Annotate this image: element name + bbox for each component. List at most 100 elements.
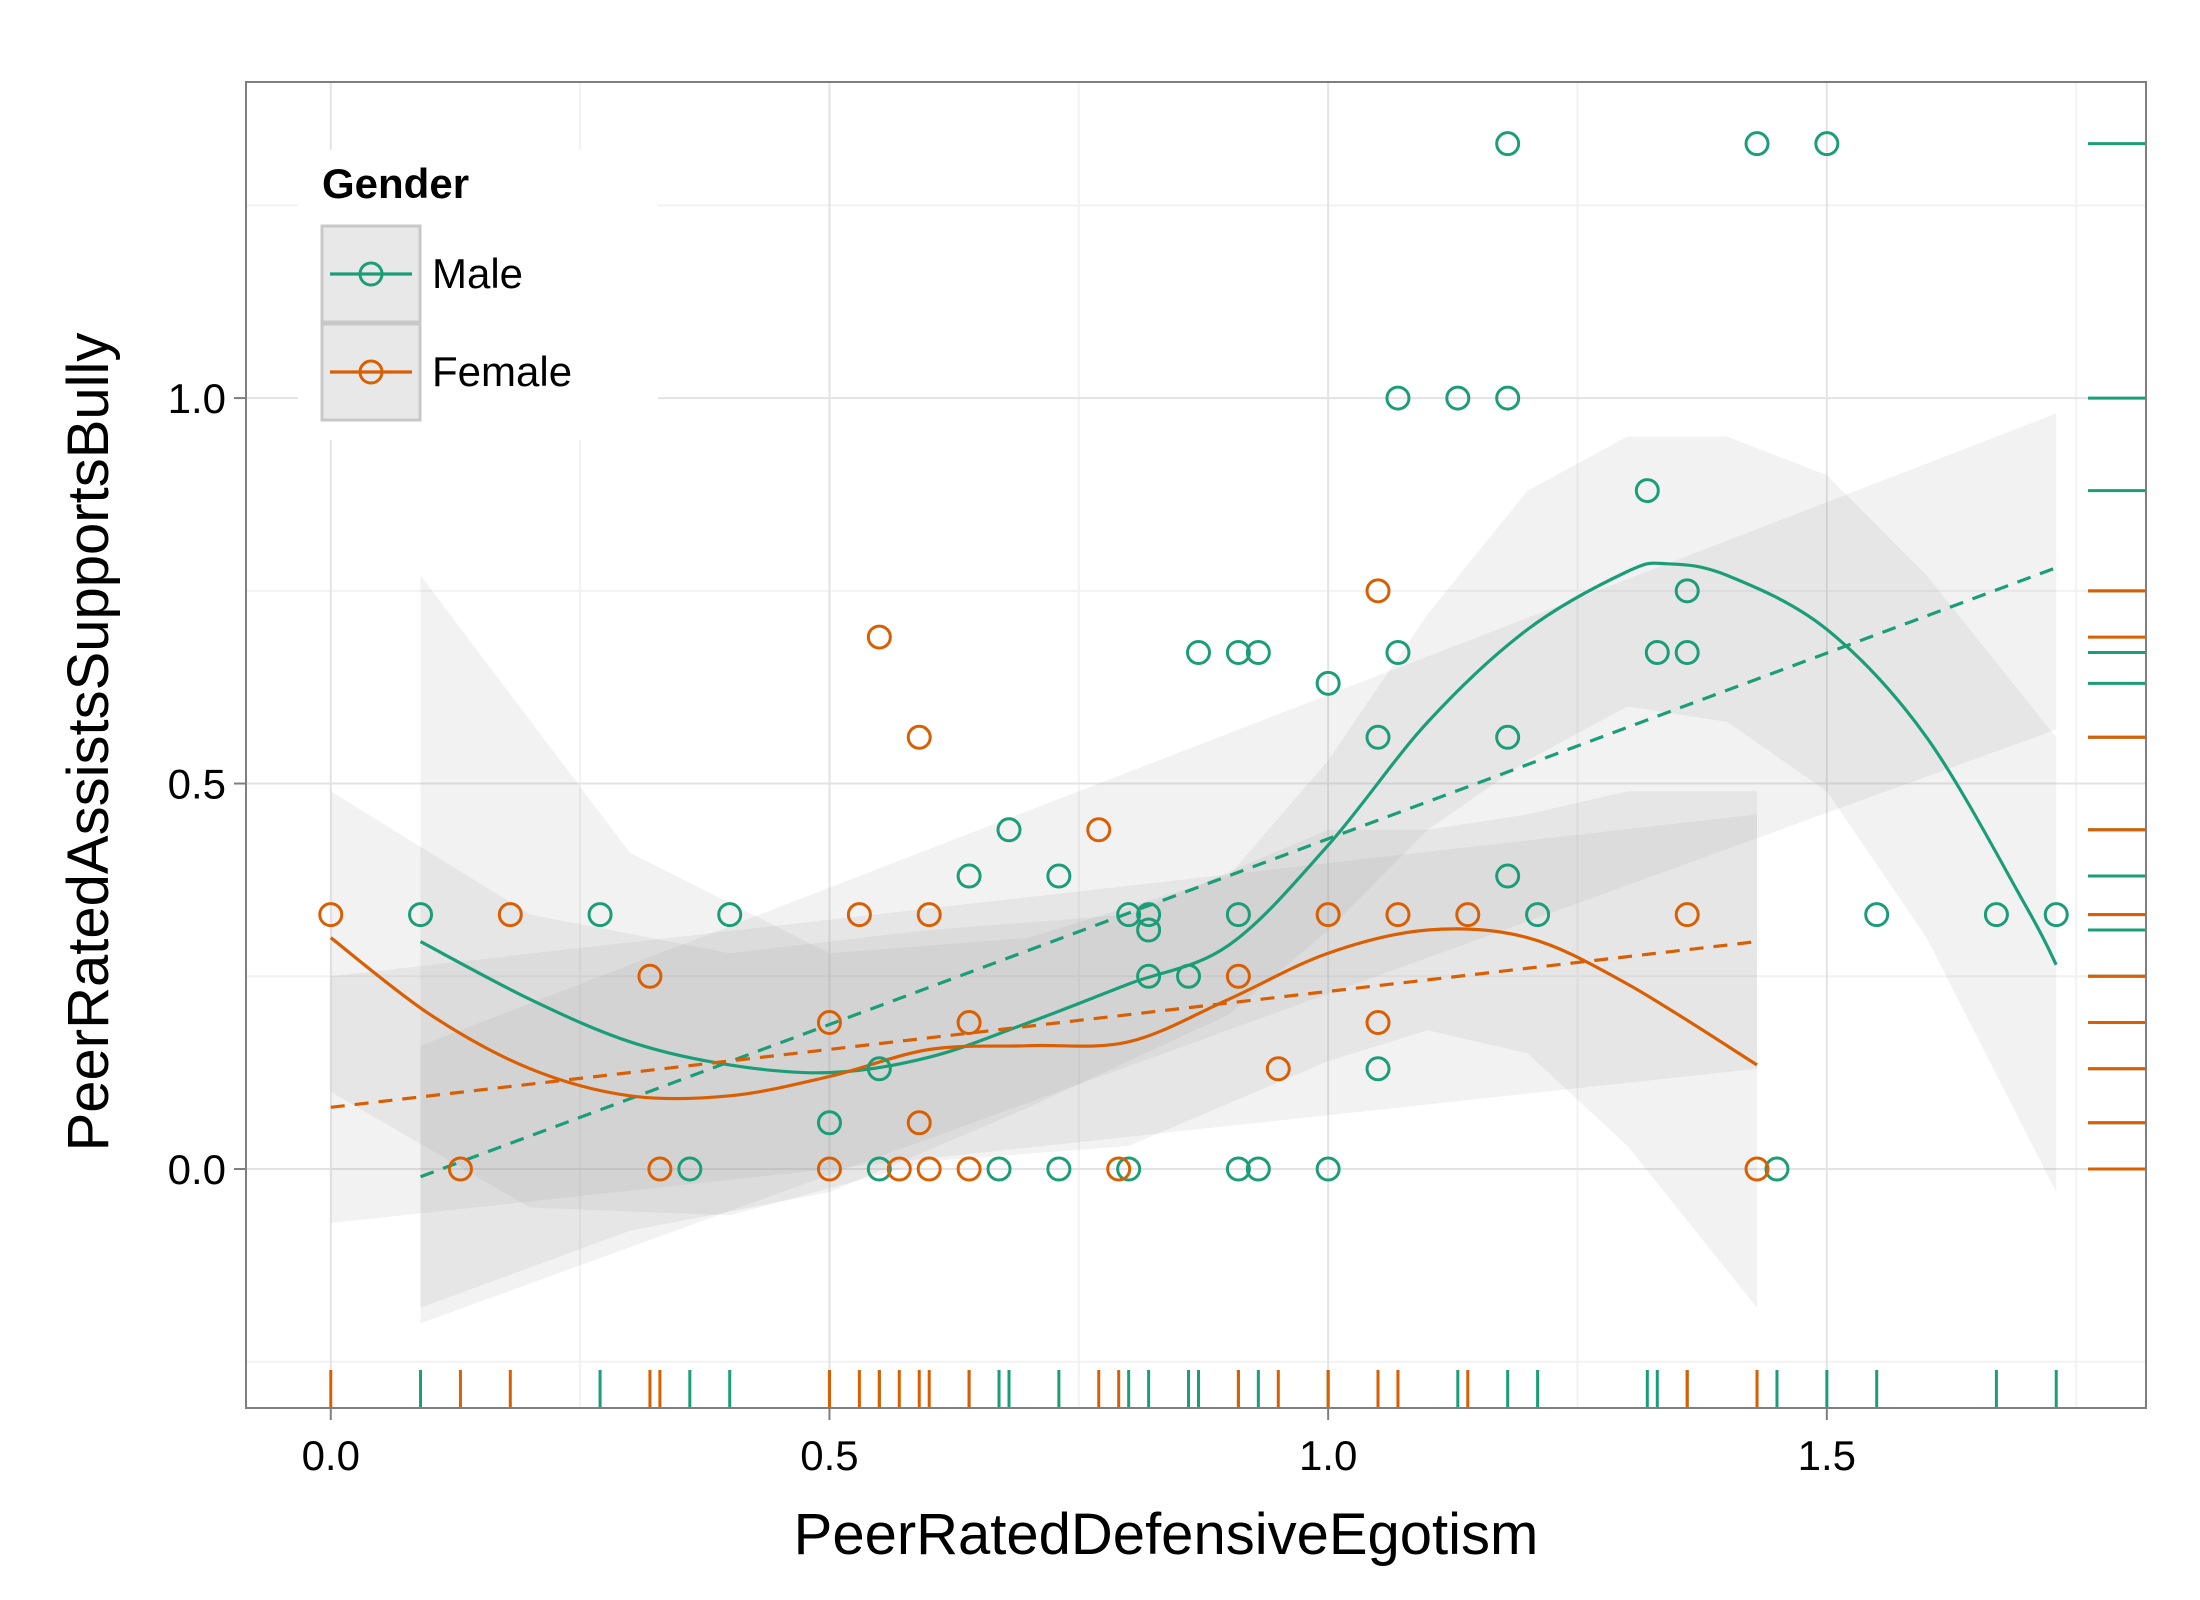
x-axis-title: PeerRatedDefensiveEgotism [794, 1502, 1539, 1567]
fit-lines [329, 561, 2058, 1179]
data-point-male [1495, 385, 1521, 411]
smooth-fit-line-male [419, 561, 2058, 1075]
data-point-female [497, 902, 523, 928]
data-point-male [1136, 963, 1162, 989]
data-point-male [1365, 724, 1391, 750]
data-point-female [816, 1010, 842, 1036]
legend-title: Gender [322, 160, 469, 207]
data-point-female [906, 724, 932, 750]
y-tick-label: 0.0 [168, 1146, 226, 1193]
data-point-female [1106, 1156, 1132, 1182]
data-point-female [1744, 1156, 1770, 1182]
x-tick-label: 1.0 [1299, 1432, 1357, 1479]
data-point-male [1116, 1156, 1142, 1182]
data-point-female [906, 1110, 932, 1136]
legend-marker-female [358, 359, 384, 385]
data-point-female [916, 902, 942, 928]
data-point-male [587, 902, 613, 928]
data-point-female [647, 1156, 673, 1182]
data-point-female [956, 1010, 982, 1036]
data-point-male [1495, 724, 1521, 750]
data-point-male [866, 1156, 892, 1182]
data-point-male [1046, 863, 1072, 889]
y-axis-ticks: 0.0 0.5 1.0 [168, 375, 246, 1193]
x-axis-ticks: 0.0 0.5 1.0 1.5 [302, 1408, 1856, 1479]
data-point-male [1136, 917, 1162, 943]
data-point-male [1674, 639, 1700, 665]
data-point-female [916, 1156, 942, 1182]
data-point-male [408, 902, 434, 928]
linear-confidence-band-female [330, 814, 1757, 1223]
x-tick-label: 0.5 [800, 1432, 858, 1479]
data-point-female [1455, 902, 1481, 928]
data-point-male [1315, 1156, 1341, 1182]
data-point-male [1365, 1056, 1391, 1082]
data-point-female [447, 1156, 473, 1182]
data-point-male [1136, 902, 1162, 928]
data-point-female [1315, 902, 1341, 928]
data-point-male [1185, 639, 1211, 665]
smooth-fit-line-female [329, 927, 1758, 1101]
data-point-male [717, 902, 743, 928]
x-tick-label: 1.5 [1798, 1432, 1856, 1479]
data-point-male [1445, 385, 1471, 411]
data-point-male [1495, 131, 1521, 157]
data-point-male [1225, 639, 1251, 665]
data-point-male [1525, 902, 1551, 928]
y-tick-label: 0.5 [168, 761, 226, 808]
y-tick-label: 1.0 [168, 375, 226, 422]
data-point-male [1245, 639, 1271, 665]
data-point-male [1225, 902, 1251, 928]
data-point-male [1674, 578, 1700, 604]
data-point-male [1385, 385, 1411, 411]
legend-items: Male Female [320, 224, 572, 422]
data-point-female [1086, 817, 1112, 843]
legend-label-female: Female [432, 348, 572, 395]
data-point-male [1764, 1156, 1790, 1182]
data-point-female [318, 902, 344, 928]
legend: Gender Male Female [298, 150, 658, 440]
data-point-female [846, 902, 872, 928]
data-point-male [1864, 902, 1890, 928]
data-point-male [677, 1156, 703, 1182]
legend-label-male: Male [432, 250, 523, 297]
data-point-male [1983, 902, 2009, 928]
x-tick-label: 0.0 [302, 1432, 360, 1479]
linear-confidence-band-male [420, 413, 2057, 1324]
data-point-male [1046, 1156, 1072, 1182]
data-point-male [1385, 639, 1411, 665]
data-point-male [1176, 963, 1202, 989]
panel-border [245, 81, 2147, 1409]
data-point-male [866, 1056, 892, 1082]
rug-ticks [329, 142, 2146, 1408]
data-point-female [886, 1156, 912, 1182]
data-point-male [1744, 131, 1770, 157]
data-point-male [1495, 863, 1521, 889]
legend-marker-male [358, 261, 384, 287]
data-point-male [1814, 131, 1840, 157]
data-point-male [1315, 670, 1341, 696]
data-point-male [996, 817, 1022, 843]
data-point-female [1365, 578, 1391, 604]
data-point-male [986, 1156, 1012, 1182]
data-point-male [1644, 639, 1670, 665]
data-point-female [866, 624, 892, 650]
data-point-female [956, 1156, 982, 1182]
data-points [318, 131, 2069, 1182]
y-axis-title: PeerRatedAssistsSupportsBully [56, 333, 121, 1152]
data-point-female [1674, 902, 1700, 928]
data-point-male [816, 1110, 842, 1136]
data-point-female [1265, 1056, 1291, 1082]
data-point-male [2043, 902, 2069, 928]
data-point-female [1365, 1010, 1391, 1036]
data-point-female [1225, 963, 1251, 989]
data-point-female [816, 1156, 842, 1182]
data-point-male [956, 863, 982, 889]
data-point-female [637, 963, 663, 989]
data-point-male [1225, 1156, 1251, 1182]
data-point-male [1634, 478, 1660, 504]
linear-fit-line-male [419, 566, 2057, 1179]
data-point-male [1245, 1156, 1271, 1182]
data-point-female [1385, 902, 1411, 928]
